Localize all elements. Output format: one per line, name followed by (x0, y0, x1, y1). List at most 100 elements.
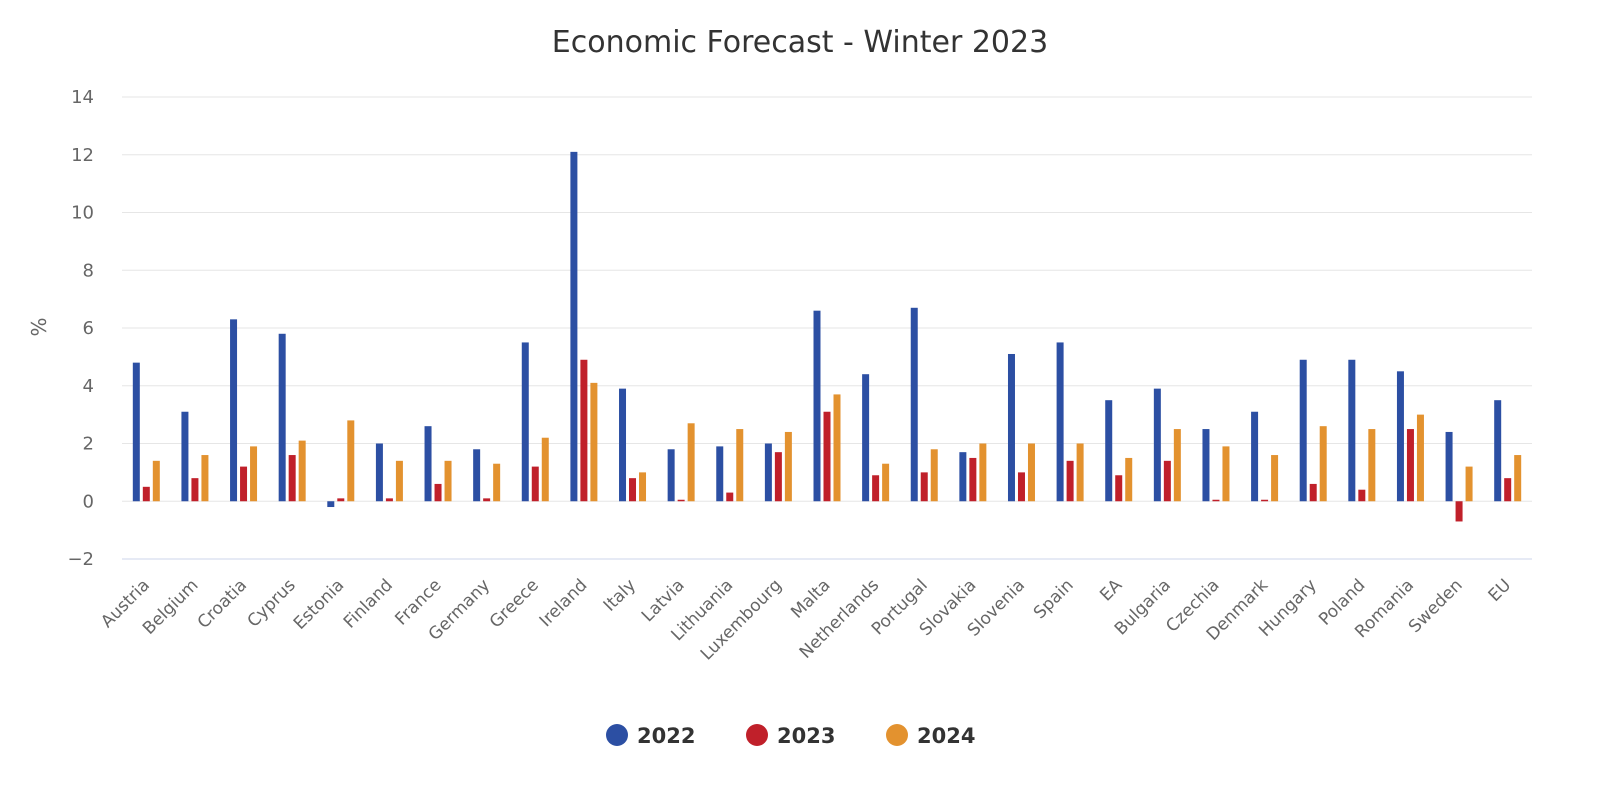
bar-2023-bulgaria[interactable] (1163, 460, 1171, 502)
bar-2024-finland[interactable] (395, 460, 403, 502)
x-tick-label: Greece (486, 575, 543, 632)
bar-2024-netherlands[interactable] (882, 463, 890, 502)
bar-2023-czechia[interactable] (1212, 499, 1220, 502)
chart-title: Economic Forecast - Winter 2023 (552, 25, 1048, 60)
bar-2022-slovakia[interactable] (959, 452, 967, 502)
bar-2023-hungary[interactable] (1309, 483, 1317, 502)
bar-2022-sweden[interactable] (1445, 431, 1453, 502)
y-axis-ticks: −2 0 2 4 6 8 10 12 14 (67, 87, 94, 570)
bar-2024-hungary[interactable] (1319, 426, 1327, 502)
bar-2024-luxembourg[interactable] (784, 431, 792, 502)
bar-2024-slovakia[interactable] (979, 443, 987, 502)
bar-2023-finland[interactable] (385, 498, 393, 502)
bar-2022-romania[interactable] (1396, 371, 1404, 502)
bar-2023-france[interactable] (434, 483, 442, 502)
bar-2023-portugal[interactable] (920, 472, 928, 502)
bar-2024-latvia[interactable] (687, 423, 695, 502)
bar-2023-lithuania[interactable] (726, 492, 734, 502)
bar-2022-czechia[interactable] (1202, 429, 1210, 502)
bar-2022-ireland[interactable] (570, 151, 578, 502)
bar-2023-slovakia[interactable] (969, 457, 977, 502)
x-tick-label: Sweden (1405, 575, 1467, 637)
bars (132, 151, 1522, 522)
bar-2022-hungary[interactable] (1299, 359, 1307, 502)
bar-2022-lithuania[interactable] (716, 446, 724, 502)
bar-2022-netherlands[interactable] (862, 374, 870, 502)
bar-2022-ea[interactable] (1105, 400, 1113, 502)
bar-2024-sweden[interactable] (1465, 466, 1473, 502)
legend-label: 2022 (637, 724, 695, 748)
bar-2024-poland[interactable] (1368, 429, 1376, 502)
bar-2022-cyprus[interactable] (278, 333, 286, 502)
bar-2022-denmark[interactable] (1251, 411, 1259, 502)
bar-2023-greece[interactable] (531, 466, 539, 502)
bar-2024-slovenia[interactable] (1027, 443, 1035, 502)
bar-2023-sweden[interactable] (1455, 501, 1463, 522)
bar-2022-latvia[interactable] (667, 449, 675, 502)
bar-2024-portugal[interactable] (930, 449, 938, 502)
bar-2023-luxembourg[interactable] (774, 452, 782, 502)
bar-2022-finland[interactable] (375, 443, 383, 502)
x-axis-ticks: AustriaBelgiumCroatiaCyprusEstoniaFinlan… (97, 575, 1515, 664)
x-tick-label: Finland (340, 575, 397, 632)
bar-2023-eu[interactable] (1504, 478, 1512, 502)
bar-2024-eu[interactable] (1514, 455, 1522, 502)
bar-2022-malta[interactable] (813, 310, 821, 502)
bar-2023-estonia[interactable] (337, 498, 345, 502)
bar-2022-croatia[interactable] (230, 319, 238, 502)
bar-2023-romania[interactable] (1406, 429, 1414, 502)
bar-2024-ireland[interactable] (590, 382, 598, 502)
bar-2023-ea[interactable] (1115, 475, 1123, 502)
bar-2024-denmark[interactable] (1271, 455, 1279, 502)
bar-2023-denmark[interactable] (1261, 499, 1269, 502)
bar-2023-ireland[interactable] (580, 359, 588, 502)
bar-2022-austria[interactable] (132, 362, 140, 502)
bar-2022-estonia[interactable] (327, 501, 335, 508)
bar-2023-croatia[interactable] (240, 466, 248, 502)
bar-2024-ea[interactable] (1125, 457, 1133, 502)
bar-2024-belgium[interactable] (201, 455, 209, 502)
legend-item-2023[interactable]: 2023 (746, 724, 835, 748)
bar-2023-slovenia[interactable] (1017, 472, 1025, 502)
bar-2022-slovenia[interactable] (1007, 353, 1015, 502)
bar-2024-greece[interactable] (541, 437, 549, 502)
bar-2023-austria[interactable] (142, 486, 150, 502)
bar-2022-france[interactable] (424, 426, 432, 502)
bar-2024-lithuania[interactable] (736, 429, 744, 502)
bar-2023-malta[interactable] (823, 411, 831, 502)
bar-2022-poland[interactable] (1348, 359, 1356, 502)
bar-2022-bulgaria[interactable] (1153, 388, 1161, 502)
bar-2024-bulgaria[interactable] (1173, 429, 1181, 502)
bar-2022-portugal[interactable] (910, 307, 918, 502)
bar-2024-malta[interactable] (833, 394, 841, 502)
bar-2023-belgium[interactable] (191, 478, 199, 502)
bar-2022-eu[interactable] (1494, 400, 1502, 502)
bar-2024-cyprus[interactable] (298, 440, 306, 502)
bar-2022-greece[interactable] (521, 342, 529, 502)
bar-2022-luxembourg[interactable] (764, 443, 772, 502)
bar-2022-germany[interactable] (473, 449, 481, 502)
bar-2022-belgium[interactable] (181, 411, 189, 502)
bar-2024-spain[interactable] (1076, 443, 1084, 502)
bar-2024-estonia[interactable] (347, 420, 355, 502)
bar-2024-austria[interactable] (152, 460, 160, 502)
bar-2023-germany[interactable] (483, 498, 491, 502)
bar-2024-italy[interactable] (639, 472, 647, 502)
bar-2023-netherlands[interactable] (872, 475, 880, 502)
bar-2023-spain[interactable] (1066, 460, 1074, 502)
legend-item-2024[interactable]: 2024 (886, 724, 975, 748)
bar-2024-romania[interactable] (1416, 414, 1424, 502)
x-tick-label: Croatia (194, 575, 251, 632)
bar-2023-latvia[interactable] (677, 499, 685, 502)
legend-item-2022[interactable]: 2022 (606, 724, 695, 748)
bar-2024-czechia[interactable] (1222, 446, 1230, 502)
bar-2024-france[interactable] (444, 460, 452, 502)
bar-2024-germany[interactable] (493, 463, 501, 502)
bar-2022-spain[interactable] (1056, 342, 1064, 502)
legend[interactable]: 2022 2023 2024 (606, 724, 975, 748)
bar-2023-cyprus[interactable] (288, 455, 296, 502)
bar-2023-poland[interactable] (1358, 489, 1366, 502)
bar-2024-croatia[interactable] (250, 446, 258, 502)
bar-2023-italy[interactable] (629, 478, 637, 502)
bar-2022-italy[interactable] (619, 388, 627, 502)
